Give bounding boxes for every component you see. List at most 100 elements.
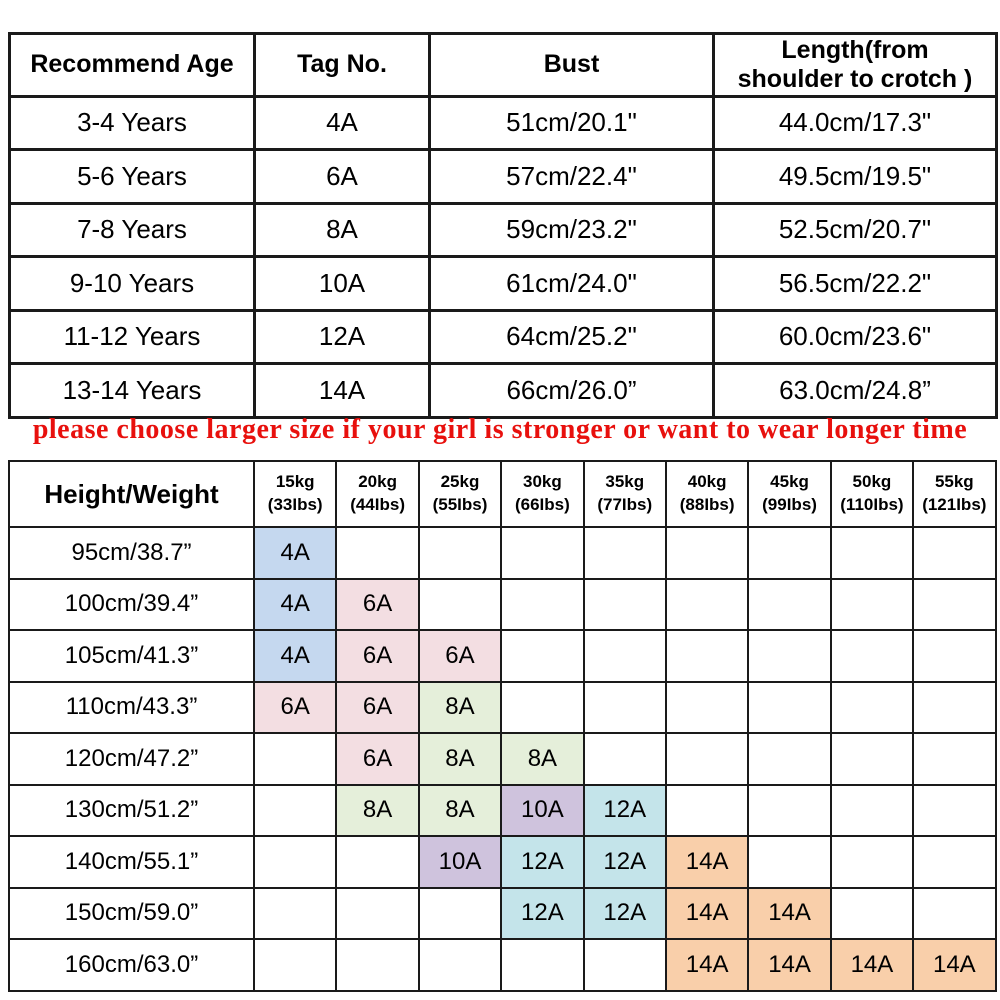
empty-cell	[912, 629, 997, 683]
empty-cell	[829, 835, 915, 889]
empty-cell	[912, 835, 997, 889]
tag-no-cell: 12A	[253, 308, 431, 365]
empty-cell	[664, 629, 750, 683]
height-weight-table-body: 95cm/38.7” 4A 100cm/39.4” 4A 6A 105cm/41.3” 4A…	[8, 526, 997, 992]
size-cell: 12A	[500, 886, 585, 940]
height-cell: 95cm/38.7”	[8, 526, 255, 580]
height-weight-table: Height/Weight 15kg (33Ibs) 20kg (44Ibs) 25kg (…	[8, 460, 997, 992]
size-cell: 14A	[829, 938, 915, 992]
height-cell: 100cm/39.4”	[8, 577, 255, 631]
length-cell: 63.0cm/24.8”	[712, 362, 998, 419]
age-size-column-header-3: Length(from shoulder to crotch )	[712, 32, 998, 98]
age-size-table-body: 3-4 Years 4A 51cm/20.1" 44.0cm/17.3" 5-6 Yea…	[8, 94, 998, 419]
height-cell: 160cm/63.0”	[8, 938, 255, 992]
empty-cell	[829, 629, 915, 683]
age-size-column-header-2: Bust	[428, 32, 715, 98]
empty-cell	[582, 938, 667, 992]
empty-cell	[829, 886, 915, 940]
empty-cell	[829, 526, 915, 580]
weight-kg-label: 20kg	[358, 472, 397, 492]
empty-cell	[664, 732, 750, 786]
weight-kg-label: 30kg	[522, 472, 562, 492]
bust-cell: 66cm/26.0”	[428, 362, 715, 419]
size-cell: 4A	[252, 629, 338, 683]
empty-cell	[335, 526, 420, 580]
length-cell: 52.5cm/20.7"	[712, 201, 998, 258]
weight-kg-label: 25kg	[440, 472, 480, 492]
empty-cell	[747, 835, 832, 889]
tag-no-cell: 10A	[253, 255, 431, 312]
height-cell: 120cm/47.2”	[8, 732, 255, 786]
recommend-age-cell: 13-14 Years	[8, 362, 256, 419]
weight-kg-label: 55kg	[934, 472, 974, 492]
empty-cell	[252, 886, 338, 940]
bust-cell: 51cm/20.1"	[428, 94, 715, 151]
age-size-row: 5-6 Years 6A 57cm/22.4" 49.5cm/19.5"	[8, 148, 998, 205]
size-cell: 14A	[664, 835, 750, 889]
weight-lbs-label: (55Ibs)	[432, 495, 488, 514]
empty-cell	[417, 938, 503, 992]
empty-cell	[747, 629, 832, 683]
size-cell: 14A	[912, 938, 997, 992]
size-cell: 6A	[417, 629, 503, 683]
length-cell: 49.5cm/19.5"	[712, 148, 998, 205]
tag-no-cell: 14A	[253, 362, 431, 419]
empty-cell	[664, 783, 750, 837]
age-size-table-header: Recommend Age Tag No. Bust Length(from shou…	[8, 32, 998, 98]
bust-cell: 64cm/25.2"	[428, 308, 715, 365]
size-cell: 6A	[335, 629, 420, 683]
size-cell: 10A	[500, 783, 585, 837]
empty-cell	[747, 732, 832, 786]
height-weight-corner-header: Height/Weight	[8, 460, 255, 528]
age-size-row: 7-8 Years 8A 59cm/23.2" 52.5cm/20.7"	[8, 201, 998, 258]
height-weight-row: 95cm/38.7” 4A	[8, 526, 997, 580]
height-cell: 105cm/41.3”	[8, 629, 255, 683]
empty-cell	[335, 835, 420, 889]
weight-column-header-1: 20kg (44Ibs)	[335, 460, 420, 528]
size-cell: 10A	[417, 835, 503, 889]
empty-cell	[912, 732, 997, 786]
empty-cell	[252, 938, 338, 992]
empty-cell	[912, 680, 997, 734]
empty-cell	[582, 732, 667, 786]
bust-cell: 57cm/22.4"	[428, 148, 715, 205]
bust-cell: 59cm/23.2"	[428, 201, 715, 258]
empty-cell	[417, 886, 503, 940]
recommend-age-cell: 9-10 Years	[8, 255, 256, 312]
height-cell: 130cm/51.2”	[8, 783, 255, 837]
recommend-age-cell: 11-12 Years	[8, 308, 256, 365]
weight-lbs-label: (66Ibs)	[514, 495, 570, 514]
empty-cell	[417, 577, 503, 631]
weight-lbs-label: (77Ibs)	[597, 495, 653, 514]
age-size-row: 3-4 Years 4A 51cm/20.1" 44.0cm/17.3"	[8, 94, 998, 151]
empty-cell	[500, 680, 585, 734]
empty-cell	[829, 680, 915, 734]
empty-cell	[747, 680, 832, 734]
size-cell: 8A	[417, 732, 503, 786]
weight-column-header-7: 50kg (110Ibs)	[829, 460, 915, 528]
size-cell: 8A	[335, 783, 420, 837]
empty-cell	[664, 680, 750, 734]
height-weight-row: 160cm/63.0” 14A 14A 14A 14A	[8, 938, 997, 992]
size-cell: 14A	[747, 886, 832, 940]
empty-cell	[500, 938, 585, 992]
weight-kg-label: 35kg	[605, 472, 645, 492]
height-weight-row: 100cm/39.4” 4A 6A	[8, 577, 997, 631]
height-weight-row: 130cm/51.2” 8A 8A 10A 12A	[8, 783, 997, 837]
size-cell: 6A	[335, 577, 420, 631]
empty-cell	[417, 526, 503, 580]
empty-cell	[500, 629, 585, 683]
weight-lbs-label: (110Ibs)	[840, 495, 904, 514]
height-cell: 150cm/59.0”	[8, 886, 255, 940]
empty-cell	[912, 886, 997, 940]
length-cell: 44.0cm/17.3"	[712, 94, 998, 151]
size-cell: 8A	[417, 680, 503, 734]
weight-kg-label: 15kg	[275, 472, 315, 492]
age-size-row: 13-14 Years 14A 66cm/26.0” 63.0cm/24.8”	[8, 362, 998, 419]
height-cell: 140cm/55.1”	[8, 835, 255, 889]
size-cell: 14A	[664, 886, 750, 940]
empty-cell	[335, 886, 420, 940]
length-cell: 56.5cm/22.2"	[712, 255, 998, 312]
recommend-age-cell: 5-6 Years	[8, 148, 256, 205]
weight-column-header-5: 40kg (88Ibs)	[664, 460, 750, 528]
